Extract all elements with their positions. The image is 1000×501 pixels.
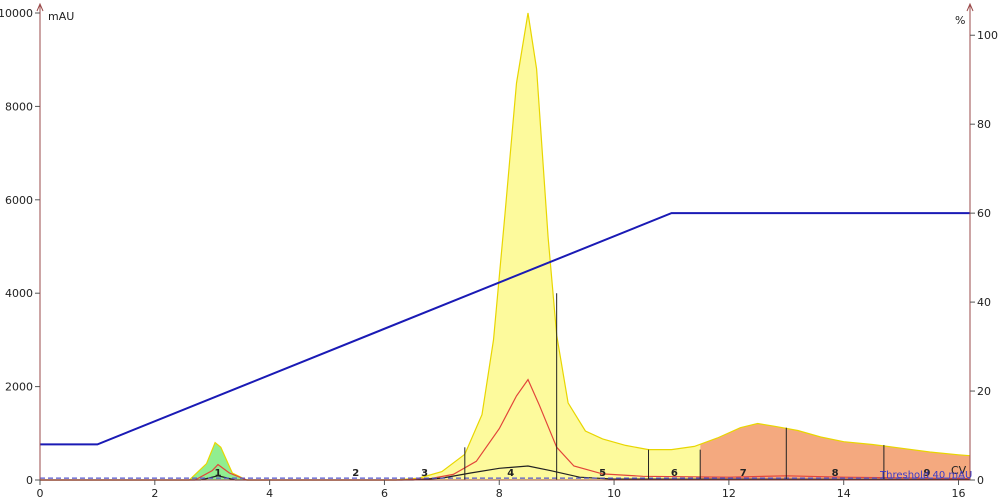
x-tick-label: 12 — [722, 487, 736, 500]
x-tick-label: 4 — [266, 487, 273, 500]
y-left-tick-label: 2000 — [5, 381, 33, 394]
threshold-label: Threshold 40 mAU — [879, 470, 972, 481]
x-tick-label: 10 — [607, 487, 621, 500]
y-right-arrow — [966, 2, 974, 12]
y-left-arrow — [36, 2, 44, 12]
fraction-label-6: 6 — [671, 468, 678, 479]
x-tick-label: 0 — [37, 487, 44, 500]
fraction-label-8: 8 — [832, 468, 839, 479]
fraction-label-1: 1 — [214, 468, 221, 479]
gradient-line — [40, 212, 970, 446]
fraction-label-9: 9 — [923, 468, 930, 479]
trace-lines — [40, 212, 971, 481]
y-right-tick-label: 80 — [977, 118, 991, 131]
x-tick-label: 16 — [952, 487, 966, 500]
fraction-fill-7 — [700, 423, 787, 480]
fraction-fill-9 — [883, 446, 970, 480]
fraction-fill-8 — [786, 428, 884, 480]
fraction-labels: 1 2 3 4 5 6 7 8 9 — [214, 468, 930, 479]
fraction-label-7: 7 — [740, 468, 747, 479]
x-tick-label: 2 — [151, 487, 158, 500]
uv2-trace — [40, 378, 971, 481]
y-left-tick-label: 8000 — [5, 100, 33, 113]
x-tick-label: 8 — [496, 487, 503, 500]
x-unit: CV — [951, 464, 967, 477]
fraction-label-3: 3 — [421, 468, 428, 479]
fraction-fill-1 — [183, 443, 253, 480]
fraction-label-2: 2 — [352, 468, 359, 479]
y-right-tick-label: 20 — [977, 385, 991, 398]
x-tick-label: 14 — [837, 487, 851, 500]
y-right-tick-label: 100 — [977, 29, 998, 42]
uv-area — [40, 12, 971, 481]
uv3-trace — [40, 465, 971, 481]
x-tick-label: 6 — [381, 487, 388, 500]
y-left-tick-label: 0 — [26, 474, 33, 487]
y-right-tick-label: 40 — [977, 296, 991, 309]
y-left-unit: mAU — [48, 10, 74, 23]
y-left-tick-label: 10000 — [0, 7, 33, 20]
fraction-label-4: 4 — [507, 468, 514, 479]
fraction-label-5: 5 — [599, 468, 606, 479]
y-right-tick-label: 60 — [977, 207, 991, 220]
fraction-fills — [183, 423, 970, 480]
y-left-tick-label: 6000 — [5, 194, 33, 207]
y-left-tick-label: 4000 — [5, 287, 33, 300]
y-right-unit: % — [955, 14, 965, 27]
y-right-tick-label: 0 — [977, 474, 984, 487]
uv-area-fill — [384, 16, 701, 480]
